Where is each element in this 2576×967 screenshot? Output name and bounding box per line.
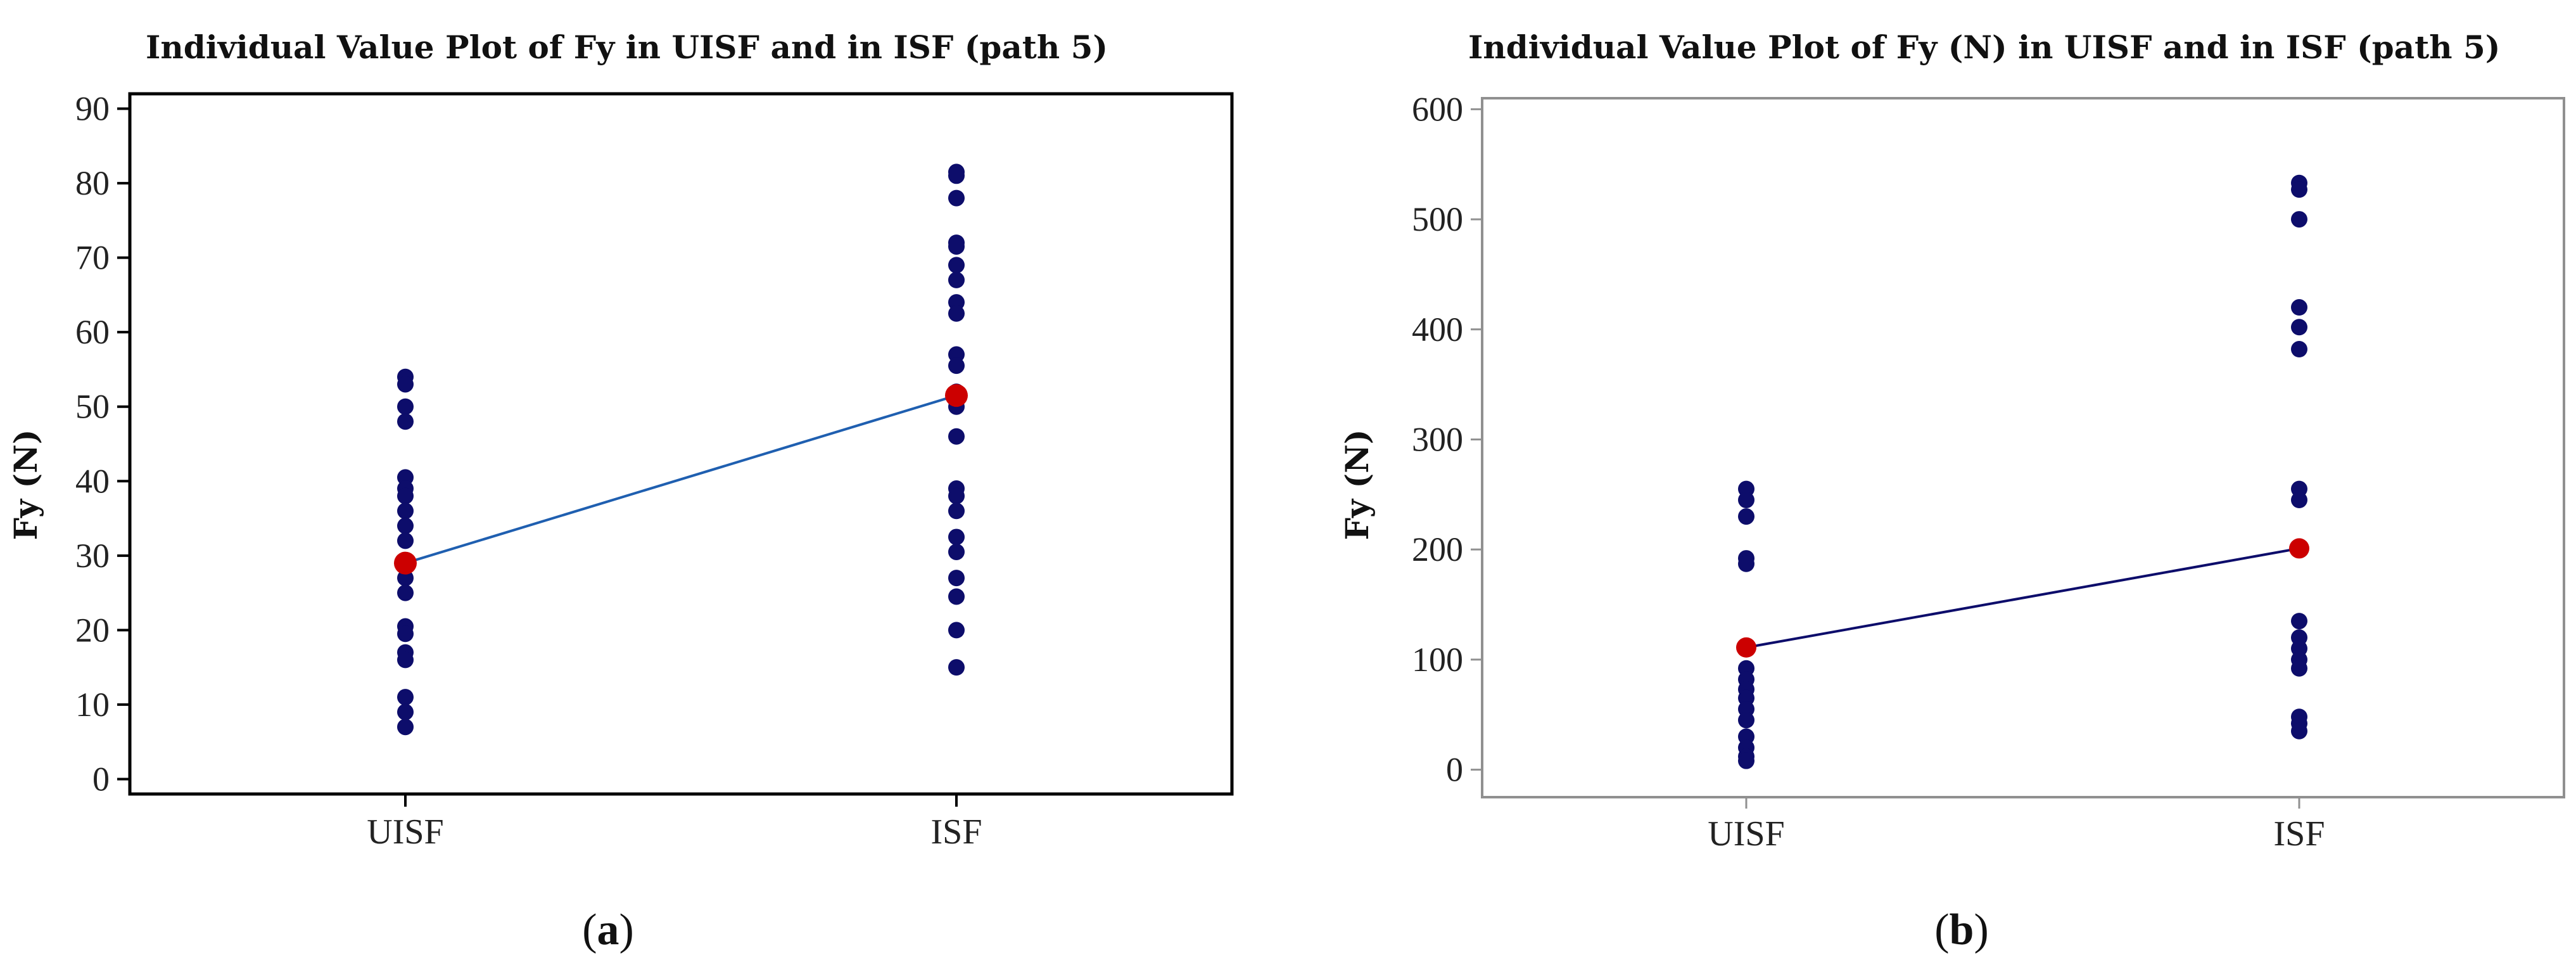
chart-title: Individual Value Plot of Fy in UISF and …: [146, 29, 1108, 66]
y-tick-label: 80: [75, 164, 110, 202]
y-tick-label: 40: [75, 462, 110, 500]
data-point: [948, 588, 965, 605]
data-point: [1738, 752, 1754, 769]
data-point: [397, 651, 414, 669]
panel-paren-close: ): [1974, 906, 1988, 954]
data-point: [397, 517, 414, 534]
mean-point: [1736, 637, 1756, 658]
mean-connect: [1736, 538, 2309, 658]
data-points: [397, 163, 965, 736]
mean-point: [394, 551, 417, 575]
data-point: [948, 487, 965, 504]
data-point: [2291, 319, 2307, 336]
data-point: [2291, 613, 2307, 630]
y-tick-label: 30: [75, 537, 110, 575]
data-point: [948, 570, 965, 587]
chart-panel-a: Individual Value Plot of Fy in UISF and …: [7, 29, 1234, 954]
data-point: [948, 543, 965, 560]
chart-title: Individual Value Plot of Fy (N) in UISF …: [1468, 29, 2500, 66]
data-point: [397, 703, 414, 720]
panel-label-b: (b): [1934, 906, 1989, 954]
data-point: [397, 413, 414, 430]
chart-panel-b: Individual Value Plot of Fy (N) in UISF …: [1338, 29, 2565, 954]
y-axis-label: Fy (N): [1338, 430, 1376, 541]
data-point: [2291, 341, 2307, 358]
data-point: [948, 357, 965, 375]
y-axis-label: Fy (N): [7, 430, 44, 541]
data-point: [2291, 722, 2307, 740]
y-tick-label: 100: [1412, 641, 1463, 679]
x-tick-label: UISF: [1708, 814, 1784, 854]
y-tick-label: 70: [75, 239, 110, 277]
y-tick-label: 500: [1412, 200, 1463, 238]
panel-paren-close: ): [619, 906, 634, 954]
mean-line: [405, 394, 957, 565]
data-point: [397, 503, 414, 520]
data-point: [397, 376, 414, 393]
y-tick-label: 50: [75, 388, 110, 426]
data-point: [948, 659, 965, 676]
data-point: [948, 305, 965, 322]
y-axis: 0 10 20 30 40 50 60 70 80 90: [75, 90, 130, 798]
data-point: [948, 528, 965, 546]
y-tick-label: 200: [1412, 530, 1463, 568]
data-point: [2291, 660, 2307, 677]
data-point: [397, 719, 414, 736]
data-point: [397, 532, 414, 549]
plot-frame: [128, 92, 1234, 796]
data-point: [948, 503, 965, 520]
panel-label-a: (a): [582, 906, 634, 954]
data-points: [1738, 174, 2307, 769]
mean-point: [945, 384, 968, 407]
data-point: [948, 167, 965, 184]
data-point: [2291, 181, 2307, 198]
data-point: [948, 238, 965, 255]
data-point: [948, 622, 965, 639]
data-point: [397, 584, 414, 601]
y-tick-label: 400: [1412, 311, 1463, 349]
x-axis: UISF ISF: [1708, 797, 2325, 854]
y-tick-label: 0: [92, 760, 110, 798]
data-point: [2291, 211, 2307, 228]
mean-connect: [394, 384, 968, 575]
y-axis: 0 100 200 300 400 500 600: [1412, 90, 1482, 789]
data-point: [2291, 299, 2307, 316]
panel-letter: a: [597, 906, 619, 954]
data-point: [397, 625, 414, 643]
x-axis: UISF ISF: [367, 794, 982, 852]
y-tick-label: 300: [1412, 420, 1463, 458]
plot-frame: [1481, 97, 2565, 798]
mean-point: [2289, 538, 2309, 559]
data-point: [2291, 492, 2307, 509]
panel-paren-open: (: [1934, 906, 1949, 954]
data-point: [948, 428, 965, 445]
x-tick-label: ISF: [2274, 814, 2325, 854]
panel-paren-open: (: [582, 906, 597, 954]
data-point: [948, 257, 965, 274]
y-tick-label: 60: [75, 313, 110, 351]
mean-line: [1746, 547, 2300, 649]
data-point: [948, 189, 965, 207]
x-tick-label: ISF: [931, 812, 982, 852]
y-tick-label: 90: [75, 90, 110, 128]
y-tick-label: 600: [1412, 90, 1463, 128]
data-point: [948, 271, 965, 288]
x-tick-label: UISF: [367, 812, 443, 852]
data-point: [1738, 555, 1754, 572]
data-point: [397, 689, 414, 706]
data-point: [397, 398, 414, 415]
y-tick-label: 0: [1446, 751, 1463, 789]
y-tick-label: 20: [75, 611, 110, 649]
data-point: [1738, 492, 1754, 509]
data-point: [1738, 508, 1754, 525]
data-point: [397, 570, 414, 587]
data-point: [1738, 712, 1754, 729]
y-tick-label: 10: [75, 686, 110, 724]
panel-letter: b: [1950, 906, 1974, 954]
data-point: [397, 487, 414, 504]
